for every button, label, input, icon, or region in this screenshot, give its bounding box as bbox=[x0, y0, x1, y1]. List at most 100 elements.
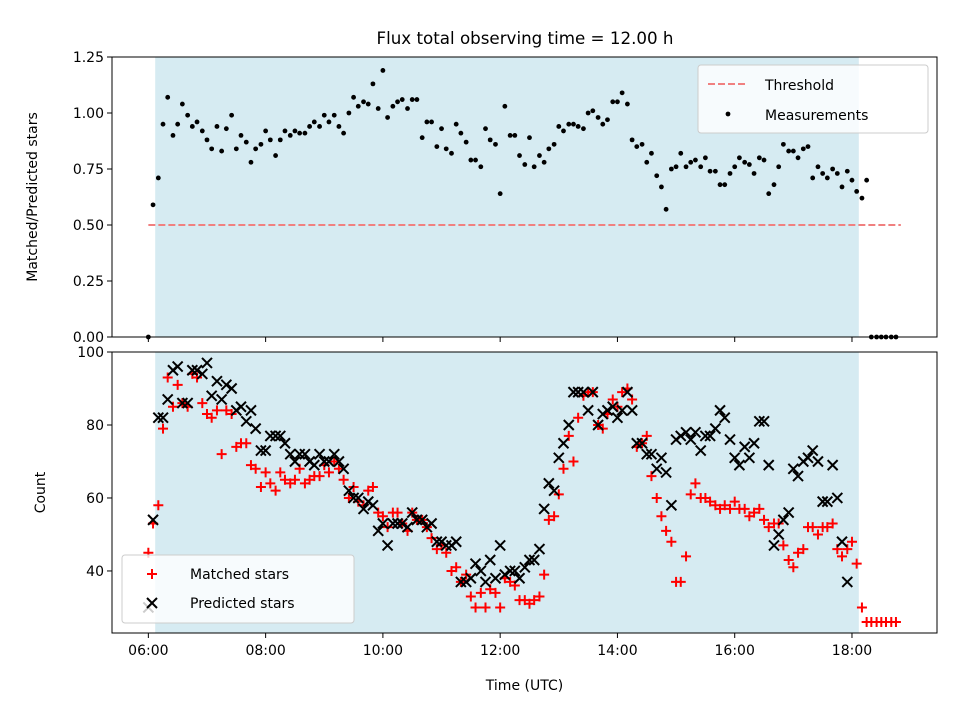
measurement-point bbox=[786, 148, 792, 154]
predicted-star-marker bbox=[240, 415, 252, 428]
predicted-star-marker bbox=[484, 554, 496, 566]
y-tick-label: 0.00 bbox=[73, 330, 104, 346]
measurement-point bbox=[810, 175, 816, 181]
measurement-point bbox=[590, 108, 596, 114]
measurement-point bbox=[297, 130, 303, 136]
measurement-point bbox=[634, 144, 640, 150]
measurement-point bbox=[732, 164, 738, 170]
measurement-point bbox=[375, 106, 381, 111]
matched-star-marker bbox=[558, 463, 569, 474]
matched-star-marker bbox=[367, 482, 378, 493]
matched-star-marker bbox=[206, 412, 217, 423]
ratio-y-axis-label: Matched/Predicted stars bbox=[25, 112, 41, 282]
measurement-point bbox=[561, 128, 566, 134]
measurement-point bbox=[385, 115, 390, 120]
measurement-point bbox=[698, 164, 704, 170]
measurement-point bbox=[742, 159, 748, 165]
predicted-star-marker bbox=[357, 503, 370, 515]
measurement-point bbox=[292, 128, 298, 134]
predicted-star-marker bbox=[191, 364, 203, 376]
measurement-point bbox=[683, 164, 689, 170]
measurement-point bbox=[263, 128, 269, 134]
measurement-point bbox=[800, 146, 806, 152]
matched-star-marker bbox=[314, 471, 325, 482]
matched-star-marker bbox=[675, 576, 686, 587]
predicted-star-marker bbox=[729, 452, 741, 464]
measurement-point bbox=[815, 164, 821, 170]
matched-star-marker bbox=[475, 587, 486, 598]
predicted-star-marker bbox=[826, 459, 839, 471]
measurement-point bbox=[493, 141, 498, 147]
measurement-point bbox=[395, 99, 400, 105]
predicted-star-marker bbox=[616, 404, 628, 417]
matched-star-marker bbox=[827, 518, 838, 529]
matched-star-marker bbox=[729, 496, 740, 507]
predicted-star-marker bbox=[548, 484, 560, 497]
measurement-point bbox=[717, 182, 723, 188]
predicted-star-marker bbox=[699, 430, 712, 442]
predicted-star-marker bbox=[836, 536, 848, 548]
matched-star-marker bbox=[279, 474, 290, 485]
measurement-point bbox=[405, 106, 410, 111]
measurement-point bbox=[722, 182, 728, 188]
legend-box bbox=[121, 554, 355, 624]
predicted-star-marker bbox=[655, 452, 668, 464]
predicted-star-marker bbox=[563, 419, 575, 431]
matched-star-marker bbox=[719, 500, 730, 511]
predicted-star-marker bbox=[284, 448, 296, 460]
matched-star-marker bbox=[705, 496, 716, 507]
predicted-star-marker bbox=[245, 404, 257, 417]
measurement-point bbox=[468, 157, 474, 163]
predicted-star-marker bbox=[186, 364, 199, 376]
measurement-point bbox=[756, 155, 762, 161]
predicted-star-marker bbox=[377, 517, 389, 530]
measurement-point bbox=[199, 128, 205, 134]
measurement-point bbox=[458, 130, 464, 136]
measurement-point bbox=[736, 155, 742, 161]
measurement-point bbox=[365, 101, 371, 107]
predicted-star-marker bbox=[450, 536, 462, 548]
measurement-point bbox=[820, 171, 826, 176]
predicted-star-marker bbox=[259, 444, 272, 457]
matched-star-marker bbox=[158, 423, 169, 434]
measurement-point bbox=[605, 117, 610, 123]
predicted-star-marker bbox=[215, 393, 228, 406]
matched-star-marker bbox=[778, 540, 789, 551]
measurement-point bbox=[229, 112, 235, 118]
predicted-star-marker bbox=[714, 404, 726, 417]
matched-star-marker bbox=[573, 412, 584, 423]
matched-star-marker bbox=[529, 595, 540, 606]
predicted-star-marker bbox=[553, 452, 565, 464]
x-tick-label: 12:00 bbox=[480, 643, 520, 659]
measurement-point bbox=[273, 153, 278, 158]
y-tick-label: 0.25 bbox=[73, 274, 104, 290]
measurement-point bbox=[380, 68, 386, 73]
matched-star-marker bbox=[798, 544, 809, 555]
measurement-point bbox=[443, 146, 449, 152]
measurement-point bbox=[233, 146, 239, 152]
predicted-star-marker bbox=[772, 528, 785, 541]
measurement-point bbox=[761, 157, 767, 163]
measurement-point bbox=[189, 124, 195, 129]
legend-box bbox=[697, 64, 929, 134]
matched-star-marker bbox=[793, 547, 804, 558]
matched-star-marker bbox=[568, 456, 579, 467]
matched-star-marker bbox=[763, 522, 774, 533]
predicted-star-marker bbox=[372, 525, 384, 537]
measurement-point bbox=[678, 150, 684, 156]
matched-star-marker bbox=[754, 503, 765, 514]
measurement-point bbox=[522, 162, 528, 167]
predicted-star-markers bbox=[143, 358, 853, 614]
matched-star-marker bbox=[666, 536, 677, 547]
predicted-star-marker bbox=[709, 422, 722, 435]
count-panel-frame bbox=[111, 351, 938, 634]
time-x-axis-label: Time (UTC) bbox=[485, 678, 563, 694]
predicted-star-marker bbox=[587, 386, 599, 398]
measurement-point bbox=[581, 126, 586, 132]
measurement-point bbox=[830, 166, 836, 172]
measurement-point bbox=[600, 121, 606, 127]
matched-star-marker bbox=[211, 405, 222, 416]
matched-star-marker bbox=[221, 405, 232, 416]
predicted-star-marker bbox=[675, 430, 687, 442]
y-tick-label: 80 bbox=[86, 418, 104, 434]
